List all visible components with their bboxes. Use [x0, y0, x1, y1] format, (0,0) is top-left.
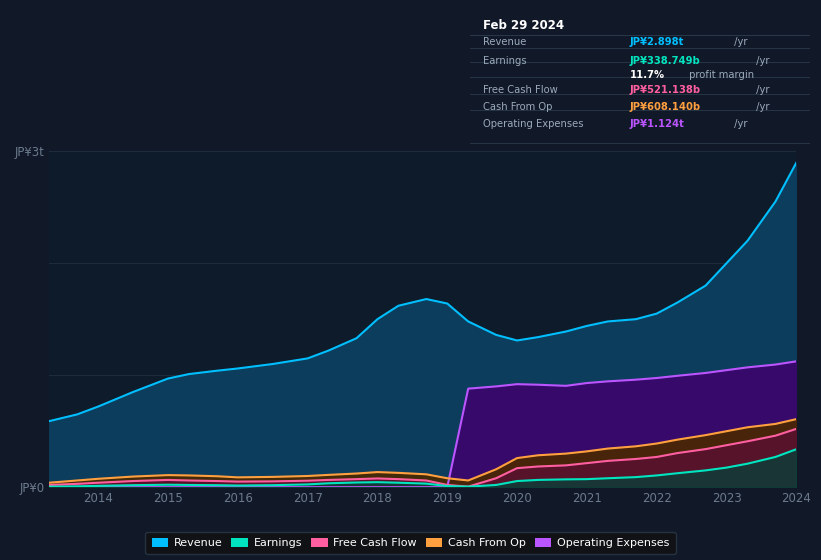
Text: /yr: /yr	[754, 56, 770, 66]
Text: Revenue: Revenue	[484, 38, 526, 47]
Text: JP¥1.124t: JP¥1.124t	[630, 119, 685, 129]
Text: Earnings: Earnings	[484, 56, 527, 66]
Text: JP¥338.749b: JP¥338.749b	[630, 56, 700, 66]
Text: JP¥2.898t: JP¥2.898t	[630, 38, 684, 47]
Text: Feb 29 2024: Feb 29 2024	[484, 19, 564, 32]
Text: JP¥521.138b: JP¥521.138b	[630, 85, 701, 95]
Text: /yr: /yr	[754, 85, 770, 95]
Text: /yr: /yr	[731, 38, 747, 47]
Text: Operating Expenses: Operating Expenses	[484, 119, 584, 129]
Text: /yr: /yr	[754, 102, 770, 112]
Legend: Revenue, Earnings, Free Cash Flow, Cash From Op, Operating Expenses: Revenue, Earnings, Free Cash Flow, Cash …	[145, 532, 676, 554]
Text: profit margin: profit margin	[686, 70, 754, 80]
Text: 11.7%: 11.7%	[630, 70, 665, 80]
Text: /yr: /yr	[731, 119, 747, 129]
Text: JP¥608.140b: JP¥608.140b	[630, 102, 701, 112]
Text: Cash From Op: Cash From Op	[484, 102, 553, 112]
Text: Free Cash Flow: Free Cash Flow	[484, 85, 558, 95]
